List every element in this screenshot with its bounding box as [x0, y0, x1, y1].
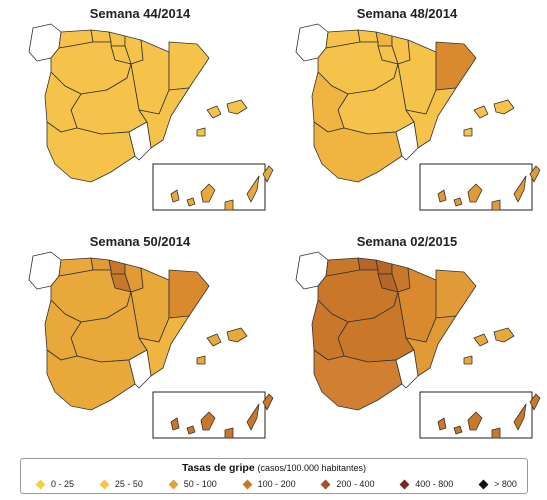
region-valencia — [138, 315, 190, 377]
region-canarias — [170, 393, 274, 439]
legend-item: 400 - 800 — [399, 479, 454, 489]
region-murcia — [395, 121, 419, 161]
spain-map — [295, 251, 541, 439]
legend-label: 0 - 25 — [51, 479, 75, 489]
legend-swatch-icon — [478, 479, 489, 489]
region-valencia — [138, 87, 190, 149]
region-baleares — [196, 327, 248, 365]
canarias-inset-box — [419, 163, 533, 211]
canarias-inset-box — [152, 391, 266, 439]
panel-title: Semana 48/2014 — [356, 6, 458, 21]
region-cataluna — [435, 41, 477, 91]
region-canarias — [170, 165, 274, 211]
region-cantabria — [90, 257, 112, 271]
region-canarias — [437, 165, 541, 211]
region-cantabria — [357, 29, 379, 43]
region-murcia — [395, 349, 419, 389]
legend-label: 50 - 100 — [183, 479, 217, 489]
legend-label: 100 - 200 — [257, 479, 296, 489]
legend-swatch-icon — [242, 479, 253, 489]
region-baleares — [196, 99, 248, 137]
region-valencia — [405, 87, 457, 149]
map-panel-1: Semana 44/2014 — [5, 0, 275, 225]
legend-item: 25 - 50 — [99, 479, 143, 489]
spain-map — [28, 251, 274, 439]
region-cataluna — [168, 41, 210, 91]
region-murcia — [128, 349, 152, 389]
legend: Tasas de gripe (casos/100.000 habitantes… — [20, 458, 528, 494]
map-panel-2: Semana 48/2014 — [272, 0, 542, 225]
legend-swatch-icon — [399, 479, 410, 489]
map-panel-3: Semana 50/2014 — [5, 228, 275, 453]
panel-title: Semana 44/2014 — [89, 6, 191, 21]
region-cataluna — [435, 269, 477, 319]
legend-item: 100 - 200 — [242, 479, 296, 489]
region-andalucia — [313, 349, 403, 411]
legend-label: 400 - 800 — [415, 479, 454, 489]
region-cataluna — [168, 269, 210, 319]
panel-title: Semana 50/2014 — [89, 234, 191, 249]
legend-subtitle: (casos/100.000 habitantes) — [257, 463, 367, 473]
region-baleares — [463, 99, 515, 137]
legend-title: Tasas de gripe (casos/100.000 habitantes… — [21, 462, 527, 474]
legend-swatch-icon — [168, 479, 179, 489]
legend-swatch-icon — [320, 479, 331, 489]
legend-item: 50 - 100 — [168, 479, 217, 489]
region-baleares — [463, 327, 515, 365]
legend-swatch-icon — [99, 479, 110, 489]
legend-item: 200 - 400 — [320, 479, 375, 489]
legend-item: > 800 — [478, 479, 517, 489]
region-andalucia — [313, 121, 403, 183]
region-valencia — [405, 315, 457, 377]
legend-items: 0 - 25 25 - 50 50 - 100 100 - 200 200 - 400 4… — [35, 477, 517, 491]
region-cantabria — [357, 257, 379, 271]
panel-title: Semana 02/2015 — [356, 234, 458, 249]
region-andalucia — [46, 349, 136, 411]
canarias-inset-box — [419, 391, 533, 439]
legend-label: 25 - 50 — [114, 479, 143, 489]
region-canarias — [437, 393, 541, 439]
canarias-inset-box — [152, 163, 266, 211]
legend-item: 0 - 25 — [35, 479, 75, 489]
legend-label: 200 - 400 — [336, 479, 375, 489]
legend-swatch-icon — [35, 479, 46, 489]
region-cantabria — [90, 29, 112, 43]
region-murcia — [128, 121, 152, 161]
spain-map — [28, 23, 274, 211]
legend-title-main: Tasas de gripe — [181, 462, 255, 474]
region-andalucia — [46, 121, 136, 183]
spain-map — [295, 23, 541, 211]
legend-label: > 800 — [494, 479, 517, 489]
map-panel-4: Semana 02/2015 — [272, 228, 542, 453]
